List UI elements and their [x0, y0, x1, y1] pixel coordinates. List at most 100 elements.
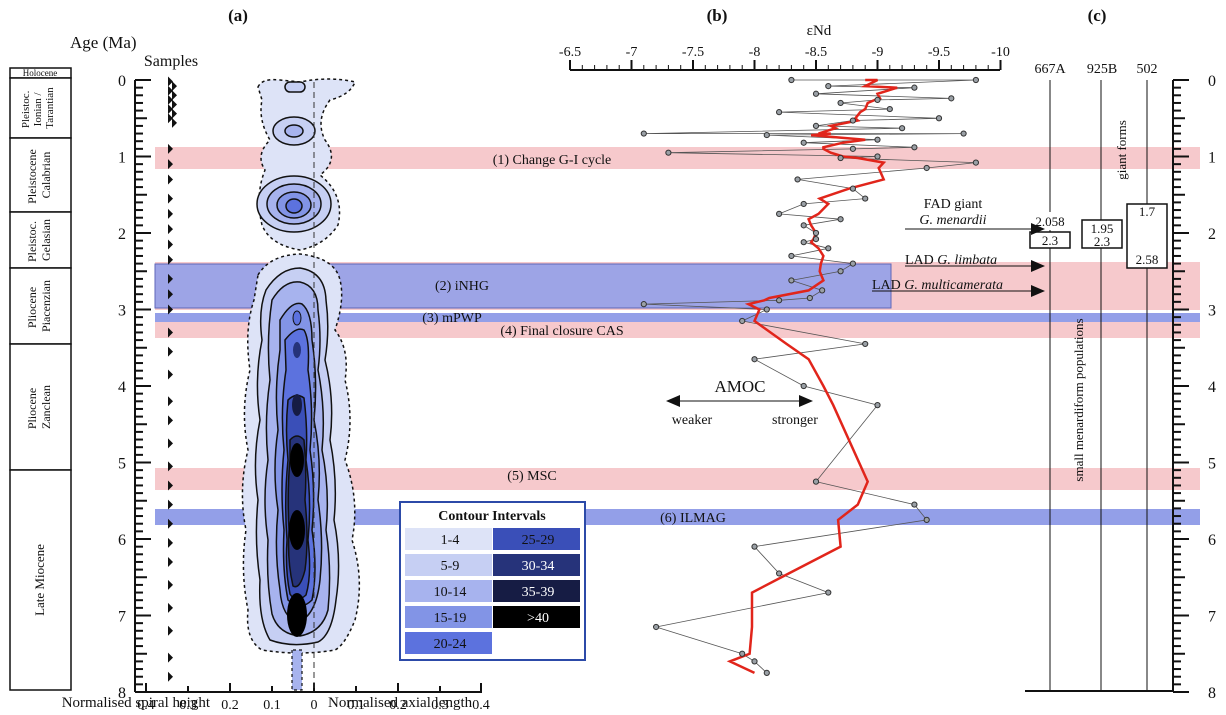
end-tick-label: -10 [991, 45, 1010, 60]
sample-marker [168, 346, 173, 357]
legend-label: 15-19 [434, 611, 467, 626]
chrono-zanclean [9, 343, 72, 471]
event-label-3: (3) mPWP [422, 311, 482, 326]
end-point [739, 317, 746, 325]
sample-marker [168, 396, 173, 407]
end-point [788, 252, 795, 260]
right-age-label: 1 [1208, 150, 1216, 167]
sample-marker [168, 602, 173, 613]
end-point [972, 159, 980, 166]
end-point [800, 222, 807, 229]
left-age-label: 4 [118, 379, 126, 396]
end-point [862, 195, 869, 202]
end-point [849, 117, 857, 124]
end-point [776, 570, 783, 577]
sample-marker [168, 143, 173, 154]
sample-marker [168, 273, 173, 284]
end-point [763, 306, 770, 313]
amoc-weaker: weaker [672, 413, 713, 428]
right-age-label: 6 [1208, 532, 1216, 549]
legend-swatch [405, 528, 492, 550]
xlabel-spiral: Normalised spiral height [62, 695, 211, 711]
sample-marker [168, 208, 173, 219]
xtick-spiral-0.3: 0.3 [179, 698, 197, 713]
contour-upper-blob-1-inner [284, 124, 304, 138]
chrono-label-calabrian: Pleistocene Calabrian [25, 146, 53, 204]
end-point [640, 130, 647, 137]
end-point [849, 185, 857, 192]
sample-marker [168, 461, 173, 472]
end-point [960, 130, 967, 137]
amoc-indicator: AMOC weaker stronger [666, 377, 818, 428]
sample-marker [172, 99, 177, 110]
box-925b [1081, 219, 1123, 249]
legend-label: 1-4 [441, 533, 460, 548]
box-667a-upper [1030, 212, 1070, 230]
end-point [923, 164, 930, 172]
end-point [812, 122, 820, 130]
end-smoothed-line [726, 78, 898, 675]
chrono-label-ionian: Pleistoc. Ionian / Tarantian [20, 87, 56, 129]
contour-upper-blob-0 [284, 81, 306, 93]
event-label-2: (2) iNHG [435, 279, 489, 294]
end-point [806, 294, 813, 302]
panel-c: 667A 925B 502 2.058 2.3 1.95 2.3 1.7 2.5… [872, 62, 1173, 692]
sample-marker [168, 415, 173, 426]
contour-core-b [289, 510, 305, 550]
end-point [812, 229, 820, 237]
band-cas [155, 322, 1200, 338]
legend-label: 5-9 [441, 559, 460, 574]
sample-marker [172, 90, 177, 101]
sample-marker [172, 117, 177, 128]
event-label-1: (1) Change G-I cycle [493, 153, 612, 168]
contour-blob-2-core [285, 198, 303, 214]
site-925b: 925B [1087, 62, 1117, 77]
left-age-label: 8 [118, 685, 126, 702]
chronostratigraphy-column: Holocene Pleistoc. Ionian / Tarantian Pl… [9, 67, 72, 691]
sample-marker [168, 94, 173, 105]
end-point [665, 149, 672, 156]
contour-legend: Contour Intervals 1-4 5-9 10-14 15-19 20-24 2… [399, 501, 586, 661]
end-point [948, 95, 955, 102]
fad-arrow-head [1031, 223, 1045, 235]
end-point [800, 139, 807, 146]
end-point [800, 200, 807, 208]
end-point [788, 277, 795, 284]
legend-title: Contour Intervals [438, 509, 546, 524]
end-point [653, 623, 660, 631]
sample-marker [168, 254, 173, 265]
event-label-6: (6) ILMAG [660, 511, 726, 526]
sample-marker [168, 193, 173, 204]
legend-label: 25-29 [522, 533, 555, 548]
end-data [640, 76, 980, 676]
band-g-i-cycle [155, 147, 1200, 169]
end-tick-label: -7 [626, 45, 638, 60]
end-tick-label: -6.5 [559, 45, 581, 60]
sample-marker [168, 652, 173, 663]
end-point [739, 650, 746, 657]
lad2-arrow-head [1031, 285, 1045, 297]
xtick-zero: 0 [311, 698, 318, 713]
amoc-title: AMOC [714, 377, 765, 396]
end-point [837, 216, 844, 223]
right-age-label: 8 [1208, 685, 1216, 702]
chrono-label-gelasian: Pleistoc. Gelasian [25, 218, 53, 262]
legend-label: 10-14 [434, 585, 467, 600]
end-point [862, 340, 869, 348]
sample-marker [168, 104, 173, 115]
end-point [751, 543, 758, 550]
end-point [776, 210, 783, 217]
left-age-label: 6 [118, 532, 126, 549]
lad2-label: LAD G. multicamerata [872, 278, 1003, 293]
end-point [763, 131, 770, 139]
left-age-label: 7 [118, 609, 126, 626]
legend-label: 35-39 [522, 585, 555, 600]
xtick-axial-0.1: 0.1 [347, 698, 365, 713]
chrono-label-holocene: Holocene [23, 68, 57, 78]
chrono-late-miocene [9, 469, 72, 691]
box-502 [1126, 203, 1168, 269]
panel-label-b: (b) [707, 6, 728, 25]
sample-marker [168, 671, 173, 682]
left-age-label: 5 [118, 456, 126, 473]
